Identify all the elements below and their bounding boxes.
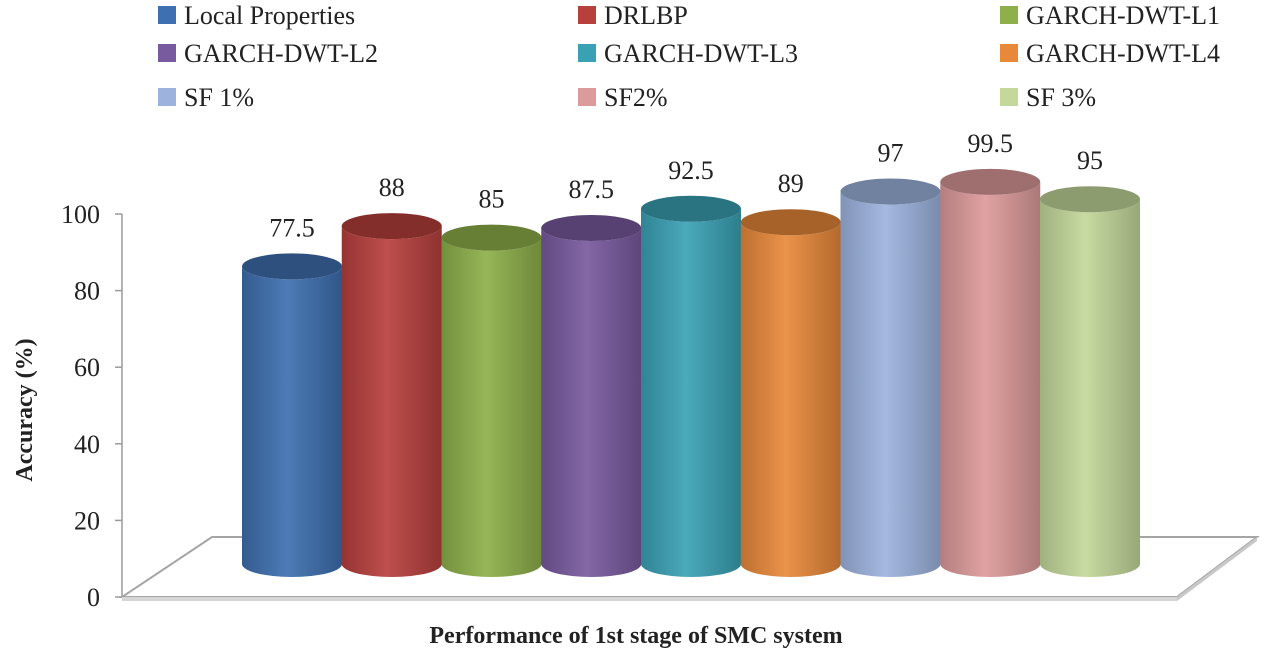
- bar-garch-dwt-l1: [441, 224, 542, 577]
- legend-item-sf-3pct: SF 3%: [1000, 83, 1096, 112]
- legend-swatch: [1000, 44, 1018, 62]
- y-axis-label: Accuracy (%): [12, 338, 38, 481]
- legend-swatch: [158, 88, 176, 106]
- data-label: 99.5: [968, 129, 1014, 158]
- legend-label: GARCH-DWT-L1: [1026, 1, 1220, 30]
- legend-swatch: [578, 44, 596, 62]
- data-label: 87.5: [569, 175, 615, 204]
- y-tick-label: 0: [87, 583, 100, 612]
- legend-label: SF 3%: [1026, 83, 1096, 112]
- legend: Local Properties DRLBP GARCH-DWT-L1 GARCH-D…: [158, 1, 1220, 112]
- legend-label: DRLBP: [604, 1, 688, 30]
- legend-item-sf-1pct: SF 1%: [158, 83, 254, 112]
- data-label: 85: [479, 185, 505, 214]
- legend-item-garch-dwt-l3: GARCH-DWT-L3: [578, 39, 798, 68]
- legend-label: GARCH-DWT-L4: [1026, 39, 1220, 68]
- legend-item-garch-dwt-l1: GARCH-DWT-L1: [1000, 1, 1220, 30]
- legend-item-garch-dwt-l2: GARCH-DWT-L2: [158, 39, 378, 68]
- legend-swatch: [1000, 6, 1018, 24]
- legend-label: Local Properties: [184, 1, 355, 30]
- bar-garch-dwt-l4: [740, 209, 841, 578]
- legend-label: SF 1%: [184, 83, 254, 112]
- bars: [242, 168, 1140, 578]
- data-label: 88: [379, 173, 405, 202]
- y-axis: 0 20 40 60 80 100: [61, 200, 123, 612]
- legend-label: GARCH-DWT-L3: [604, 39, 798, 68]
- bar-sf-3pct: [1040, 186, 1140, 577]
- y-tick-label: 60: [74, 353, 100, 382]
- legend-item-sf2pct: SF2%: [578, 83, 668, 112]
- y-tick-label: 20: [74, 506, 100, 535]
- bar-sf2pct: [940, 168, 1041, 578]
- legend-swatch: [1000, 88, 1018, 106]
- legend-item-local-properties: Local Properties: [158, 1, 355, 30]
- data-labels: 77.5 88 85 87.5 92.5 89 97 99.5 95: [269, 129, 1103, 242]
- y-tick-label: 80: [74, 277, 100, 306]
- bar-sf-1pct: [840, 178, 941, 577]
- data-label: 89: [778, 169, 804, 198]
- bar-garch-dwt-l2: [541, 215, 642, 577]
- data-label: 97: [878, 139, 904, 168]
- legend-item-garch-dwt-l4: GARCH-DWT-L4: [1000, 39, 1220, 68]
- y-tick-label: 100: [61, 200, 100, 229]
- bar-local-properties: [242, 253, 342, 577]
- legend-swatch: [578, 88, 596, 106]
- legend-label: GARCH-DWT-L2: [184, 39, 378, 68]
- y-tick-label: 40: [74, 430, 100, 459]
- legend-label: SF2%: [604, 83, 668, 112]
- legend-swatch: [158, 44, 176, 62]
- legend-item-drlbp: DRLBP: [578, 1, 688, 30]
- data-label: 77.5: [269, 213, 315, 242]
- data-label: 92.5: [668, 156, 714, 185]
- data-label: 95: [1077, 146, 1103, 175]
- legend-swatch: [578, 6, 596, 24]
- legend-swatch: [158, 6, 176, 24]
- x-axis-label: Performance of 1st stage of SMC system: [429, 623, 842, 649]
- bar-garch-dwt-l3: [641, 195, 741, 578]
- bar-drlbp: [341, 213, 442, 577]
